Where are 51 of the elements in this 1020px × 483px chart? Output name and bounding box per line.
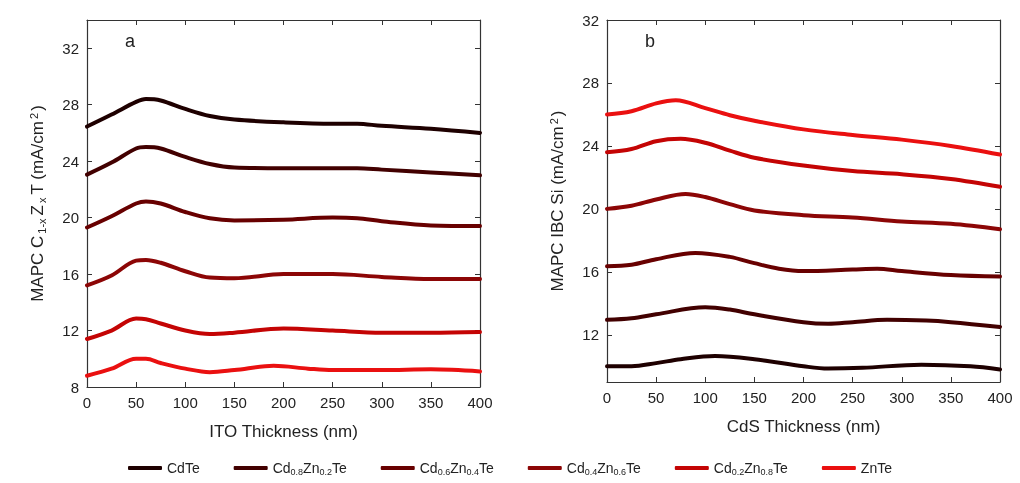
x-tick-label: 250 bbox=[840, 389, 866, 406]
x-tick-label: 300 bbox=[889, 389, 915, 406]
y-axis-title: MAPC C1-xZxT (mA/cm2) bbox=[27, 105, 48, 302]
y-tick-label: 24 bbox=[62, 152, 79, 170]
legend-label: ZnTe bbox=[860, 460, 893, 476]
y-tick-label: 20 bbox=[62, 209, 79, 227]
line-series bbox=[605, 305, 1002, 329]
line-series bbox=[85, 257, 482, 288]
line-series bbox=[605, 136, 1002, 189]
x-tick-label: 400 bbox=[987, 389, 1013, 406]
x-axis-title: CdS Thickness (nm) bbox=[726, 417, 881, 436]
annotation: a bbox=[125, 31, 136, 51]
x-tick-label: 0 bbox=[82, 394, 92, 411]
y-tick-label: 32 bbox=[582, 11, 599, 29]
y-tick-label: 32 bbox=[62, 39, 79, 57]
y-tick-label: 8 bbox=[70, 378, 79, 396]
x-tick-label: 350 bbox=[418, 394, 444, 411]
line-series bbox=[85, 145, 482, 178]
y-tick-label: 16 bbox=[582, 263, 599, 281]
x-tick-label: 0 bbox=[602, 389, 612, 406]
y-tick-label: 16 bbox=[62, 265, 79, 283]
y-axis-title: MAPC IBC Si (mA/cm2) bbox=[547, 110, 567, 292]
y-tick-label: 28 bbox=[582, 74, 599, 92]
y-tick-label: 12 bbox=[62, 322, 79, 340]
y-tick-label: 28 bbox=[62, 96, 79, 114]
x-tick-label: 100 bbox=[692, 389, 718, 406]
x-tick-label: 250 bbox=[320, 394, 346, 411]
x-tick-label: 50 bbox=[647, 389, 665, 406]
annotation: b bbox=[645, 31, 656, 51]
y-tick-label: 12 bbox=[582, 326, 599, 344]
line-series bbox=[85, 199, 482, 230]
y-tick-label: 24 bbox=[582, 137, 599, 155]
x-tick-label: 150 bbox=[221, 394, 247, 411]
line-series bbox=[85, 97, 482, 135]
line-series bbox=[605, 98, 1002, 157]
x-tick-label: 200 bbox=[270, 394, 297, 411]
line-series bbox=[605, 191, 1002, 232]
x-tick-label: 150 bbox=[741, 389, 767, 406]
line-series bbox=[85, 316, 482, 342]
x-tick-label: 300 bbox=[369, 394, 395, 411]
line-series bbox=[605, 250, 1002, 279]
legend-label: CdTe bbox=[167, 460, 200, 476]
x-tick-label: 400 bbox=[467, 394, 493, 411]
x-tick-label: 50 bbox=[127, 394, 145, 411]
line-series bbox=[605, 354, 1002, 372]
line-series bbox=[85, 356, 482, 378]
x-tick-label: 200 bbox=[790, 389, 817, 406]
x-tick-label: 350 bbox=[938, 389, 964, 406]
x-tick-label: 100 bbox=[172, 394, 198, 411]
x-axis-title: ITO Thickness (nm) bbox=[209, 422, 358, 441]
y-tick-label: 20 bbox=[582, 200, 599, 218]
